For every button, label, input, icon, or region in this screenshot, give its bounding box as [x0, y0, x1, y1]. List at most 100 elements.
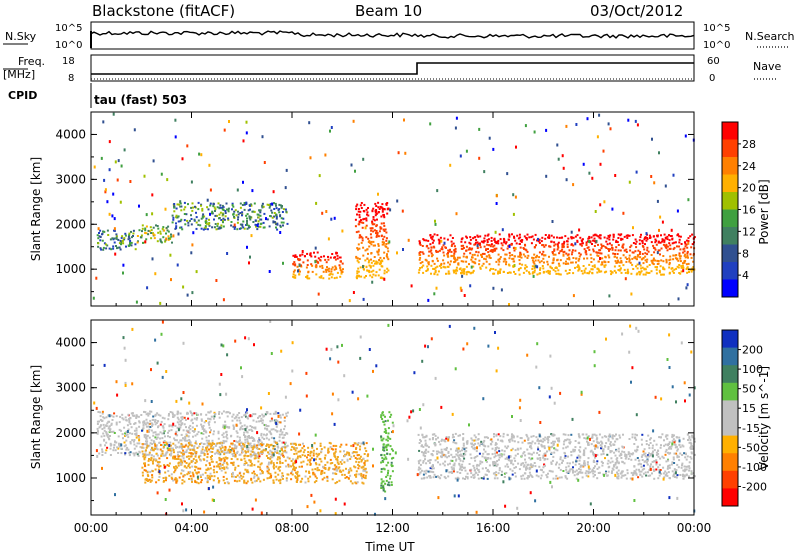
power-panel-point — [191, 291, 194, 295]
power-panel-point — [672, 173, 675, 177]
velocity-panel-cell — [101, 428, 104, 430]
power-panel-cell — [651, 261, 654, 264]
power-panel-cell — [614, 255, 616, 258]
velocity-panel-cell — [343, 454, 346, 457]
power-panel-cell — [605, 240, 608, 243]
velocity-panel-cell — [103, 434, 106, 437]
power-panel-cell — [554, 253, 557, 256]
power-panel-cell — [495, 242, 498, 245]
power-panel-cell — [173, 210, 176, 213]
velocity-panel-cell — [648, 469, 651, 472]
power-panel-point — [599, 162, 602, 166]
power-panel-cell — [626, 270, 629, 273]
velocity-panel-cell — [261, 413, 264, 416]
velocity-panel-cell — [175, 431, 178, 434]
power-panel-cell — [292, 262, 295, 265]
power-panel-cell — [660, 259, 663, 262]
velocity-panel-cell — [148, 451, 151, 454]
power-panel-cell — [600, 252, 603, 255]
power-panel-cell — [447, 270, 450, 273]
power-panel-cell — [419, 254, 422, 256]
velocity-panel-cell — [285, 451, 288, 454]
power-panel-cell — [507, 238, 510, 241]
velocity-panel-cell — [552, 477, 555, 480]
velocity-panel-cell — [438, 440, 440, 443]
power-panel-cell — [358, 247, 361, 250]
velocity-panel-cell — [206, 444, 209, 447]
velocity-panel-cell — [209, 431, 212, 434]
velocity-panel-cell — [181, 482, 184, 485]
velocity-panel-cell — [141, 466, 144, 469]
velocity-panel-cell — [337, 463, 340, 465]
power-panel-cell — [268, 206, 271, 209]
power-panel-point — [206, 198, 209, 202]
power-panel-cell — [136, 235, 139, 237]
power-panel-cell — [668, 239, 671, 242]
power-panel-cell — [430, 255, 433, 258]
velocity-panel-cell — [605, 442, 608, 445]
velocity-panel-cell — [515, 466, 517, 469]
power-panel-cell — [179, 205, 182, 208]
power-panel-cell — [686, 267, 689, 269]
power-panel-cell — [533, 269, 536, 272]
power-panel-cell — [372, 244, 375, 247]
power-panel-cell — [115, 245, 117, 247]
power-panel-cell — [357, 261, 360, 264]
power-panel-cell — [579, 253, 582, 256]
power-panel-cell — [366, 211, 369, 214]
velocity-panel-cell — [151, 419, 154, 421]
power-panel-cell — [636, 254, 639, 257]
velocity-panel-cell — [628, 438, 631, 440]
velocity-panel-cell — [498, 467, 501, 470]
velocity-panel-cell — [619, 454, 622, 457]
velocity-panel-cell — [295, 443, 297, 446]
power-panel-cell — [285, 210, 288, 213]
velocity-panel-cell — [628, 455, 631, 458]
velocity-panel-cell — [268, 453, 271, 455]
velocity-panel-cell — [659, 457, 662, 460]
power-panel-cell — [668, 242, 671, 245]
velocity-panel-cell — [609, 451, 612, 454]
velocity-panel-cell — [676, 456, 679, 459]
power-panel-cell — [276, 228, 279, 231]
power-panel-cell — [426, 244, 429, 247]
velocity-panel-cell — [247, 442, 250, 445]
power-panel-cell — [587, 272, 590, 275]
power-panel-cell — [162, 236, 165, 239]
velocity-panel-cell — [539, 457, 542, 459]
power-panel-cell — [589, 240, 592, 243]
power-panel-point — [658, 151, 660, 155]
velocity-panel-cell — [174, 439, 177, 442]
velocity-panel-cell — [157, 463, 160, 466]
velocity-panel-cell — [552, 444, 555, 447]
power-panel-point — [622, 211, 625, 215]
velocity-panel-cell — [205, 420, 208, 422]
power-panel-cell — [306, 252, 309, 255]
power-panel-cell — [376, 261, 379, 264]
velocity-panel-cell — [318, 469, 321, 472]
power-panel-point — [113, 227, 116, 231]
velocity-panel-cell — [194, 462, 197, 464]
power-panel-cell — [445, 272, 447, 275]
power-panel-cell — [509, 254, 512, 257]
velocity-panel-cell — [154, 444, 157, 447]
power-panel-cell — [383, 224, 386, 227]
velocity-panel-cell — [235, 416, 238, 419]
velocity-panel-cell — [144, 411, 147, 414]
velocity-panel-cell — [382, 437, 385, 440]
velocity-panel-cell — [204, 449, 207, 452]
velocity-panel-cell — [172, 479, 175, 482]
power-panel-cell — [546, 260, 549, 263]
power-panel-cell — [486, 241, 489, 243]
velocity-panel-cell — [189, 441, 192, 444]
velocity-panel-cell — [155, 481, 158, 484]
velocity-panel-cell — [143, 420, 146, 423]
power-panel-cell — [241, 204, 244, 206]
power-panel-point — [271, 202, 274, 206]
velocity-panel-cell — [494, 447, 497, 449]
velocity-panel-cell — [123, 441, 126, 444]
velocity-panel-cell — [234, 455, 237, 458]
velocity-panel-cell — [285, 479, 288, 482]
velocity-panel-cell — [219, 459, 222, 462]
power-panel-point — [440, 239, 443, 243]
